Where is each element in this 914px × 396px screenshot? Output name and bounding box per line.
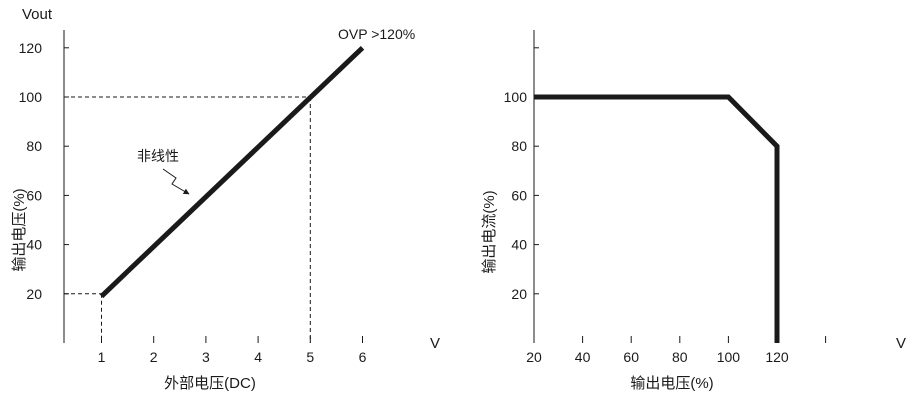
ovp-annotation: OVP >120% bbox=[338, 26, 415, 42]
right-x-tick-label: 60 bbox=[623, 349, 639, 365]
right-x-tick-label: 40 bbox=[575, 349, 591, 365]
right-x-tick-label: 20 bbox=[526, 349, 542, 365]
right-y-tick-label: 40 bbox=[511, 237, 527, 253]
left-y-axis-label: 输出电压(%) bbox=[11, 188, 28, 271]
left-x-tick-label: 6 bbox=[359, 349, 367, 365]
left-x-tick-label: 3 bbox=[202, 349, 210, 365]
right-y-tick-label: 60 bbox=[511, 187, 527, 203]
left-y-tick-label: 80 bbox=[26, 138, 42, 154]
right-x-tick-label: 120 bbox=[765, 349, 789, 365]
left-y-tick-label: 60 bbox=[26, 187, 42, 203]
right-x-unit-label: V bbox=[896, 335, 906, 352]
left-chart: Vout 20 40 60 80 100 120 1 2 3 4 5 6 V 外部电压(DC) 输出… bbox=[11, 6, 440, 392]
left-x-unit-label: V bbox=[430, 335, 440, 352]
right-y-ticks: 20 40 60 80 100 bbox=[504, 47, 539, 302]
right-series-line bbox=[534, 94, 780, 343]
right-y-axis-label: 输出电流(%) bbox=[481, 190, 498, 273]
left-x-tick-label: 5 bbox=[306, 349, 314, 365]
right-y-tick-label: 80 bbox=[511, 138, 527, 154]
right-x-ticks: 20 40 60 80 100 120 bbox=[526, 336, 827, 365]
left-series bbox=[99, 45, 365, 299]
left-x-tick-label: 2 bbox=[150, 349, 158, 365]
left-y-unit-label: Vout bbox=[22, 6, 53, 23]
right-x-tick-label: 80 bbox=[672, 349, 688, 365]
right-series bbox=[534, 94, 780, 343]
left-x-axis-label: 外部电压(DC) bbox=[164, 375, 256, 392]
left-x-ticks: 1 2 3 4 5 6 bbox=[98, 336, 367, 365]
left-x-tick-label: 1 bbox=[98, 349, 106, 365]
right-chart: 20 40 60 80 100 20 40 60 80 100 120 V 输出电压(%) 输出电… bbox=[481, 30, 906, 392]
left-x-tick-label: 4 bbox=[254, 349, 262, 365]
left-series-line bbox=[99, 45, 365, 299]
left-dashed-guides bbox=[64, 96, 311, 343]
left-y-ticks: 20 40 60 80 100 120 bbox=[19, 40, 69, 302]
left-y-tick-label: 20 bbox=[26, 286, 42, 302]
nonlinear-annotation: 非线性 bbox=[137, 148, 179, 164]
left-y-tick-label: 40 bbox=[26, 237, 42, 253]
right-x-axis-label: 输出电压(%) bbox=[630, 375, 713, 392]
left-y-tick-label: 100 bbox=[19, 89, 43, 105]
nonlinear-pointer-arrow bbox=[162, 168, 190, 195]
right-x-tick-label: 100 bbox=[717, 349, 741, 365]
right-y-tick-label: 100 bbox=[504, 89, 528, 105]
left-y-tick-label: 120 bbox=[19, 40, 43, 56]
right-y-tick-label: 20 bbox=[511, 286, 527, 302]
